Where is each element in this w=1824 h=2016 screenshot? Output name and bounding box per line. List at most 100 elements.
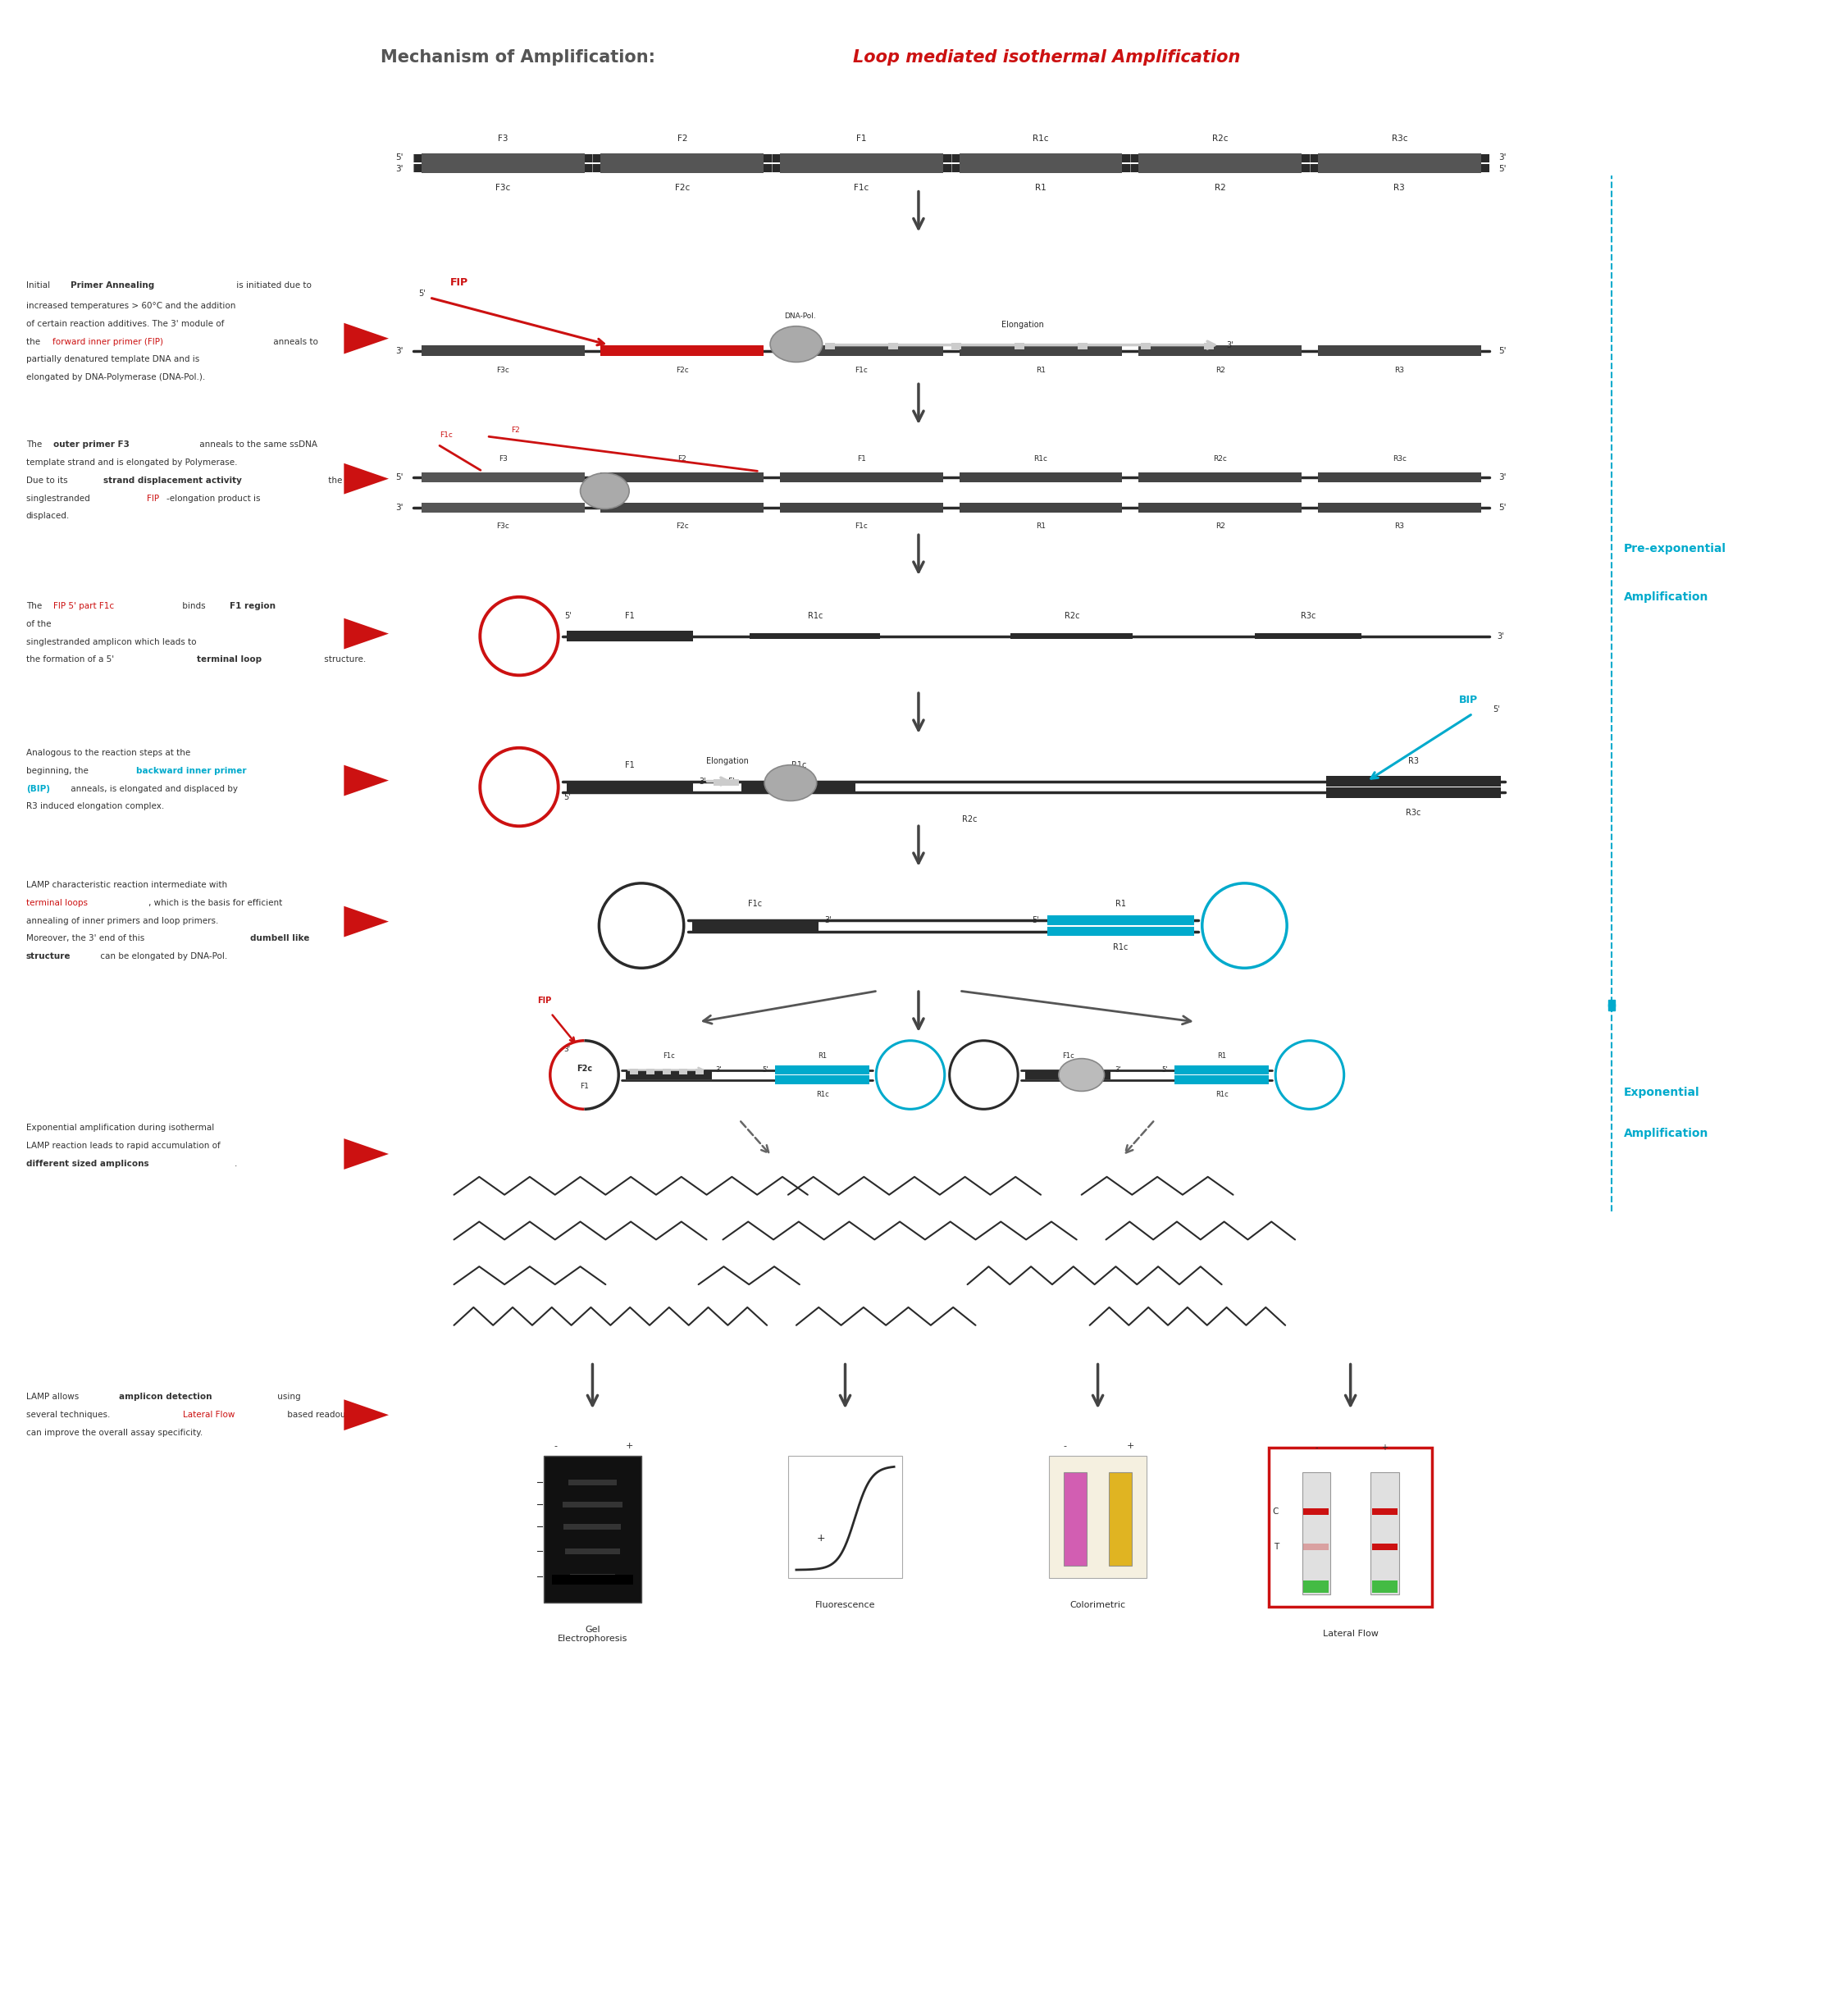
Bar <box>781 472 943 482</box>
Bar <box>1049 1456 1147 1579</box>
Bar <box>544 1456 642 1603</box>
Text: increased temperatures > 60°C and the addition: increased temperatures > 60°C and the ad… <box>26 302 235 310</box>
Bar <box>726 778 735 786</box>
Text: F2c: F2c <box>633 911 651 919</box>
Text: R1c: R1c <box>1034 456 1047 462</box>
Bar <box>742 782 855 792</box>
Text: structure: structure <box>26 952 71 962</box>
Bar <box>1175 1075 1270 1085</box>
Text: LAMP allows: LAMP allows <box>26 1393 82 1401</box>
Text: F1 region: F1 region <box>230 603 275 611</box>
Bar <box>600 345 764 357</box>
Bar <box>565 1480 620 1486</box>
Bar <box>421 472 584 482</box>
Bar <box>788 1456 903 1579</box>
Text: based readout: based readout <box>285 1411 348 1419</box>
Text: amplicon detection: amplicon detection <box>119 1393 212 1401</box>
Text: F2: F2 <box>677 135 688 143</box>
Text: R3c: R3c <box>1406 808 1421 816</box>
Text: partially denatured template DNA and is: partially denatured template DNA and is <box>26 355 199 363</box>
Text: Initial: Initial <box>26 282 53 290</box>
Text: 3': 3' <box>699 778 706 786</box>
Text: R2: R2 <box>1237 919 1251 931</box>
Bar <box>1270 1447 1432 1607</box>
Text: annealing of inner primers and loop primers.: annealing of inner primers and loop prim… <box>26 917 219 925</box>
Text: F3c: F3c <box>496 522 509 530</box>
Text: the: the <box>326 476 343 484</box>
Text: FIP: FIP <box>451 278 469 288</box>
Text: 5': 5' <box>396 474 403 482</box>
Bar <box>1014 343 1023 349</box>
Text: 3': 3' <box>564 1046 571 1052</box>
Text: R1c: R1c <box>815 1091 828 1099</box>
Bar <box>421 504 584 512</box>
Bar <box>1304 1508 1330 1514</box>
Text: 3': 3' <box>1498 631 1505 641</box>
Text: singlestranded: singlestranded <box>26 494 93 502</box>
Text: F2: F2 <box>513 623 527 633</box>
Text: C: C <box>1273 1508 1279 1516</box>
Text: 5': 5' <box>762 1066 768 1075</box>
Text: .: . <box>235 1159 237 1167</box>
Bar <box>1302 1472 1330 1595</box>
Bar <box>1319 472 1481 482</box>
Text: R3c: R3c <box>1392 135 1408 143</box>
Bar <box>553 1574 633 1585</box>
Bar <box>600 345 764 357</box>
Text: FIP: FIP <box>146 494 159 502</box>
Polygon shape <box>345 1139 389 1169</box>
Bar <box>781 153 943 163</box>
Bar <box>662 1068 671 1075</box>
Text: R1c: R1c <box>1215 1091 1228 1099</box>
Text: , which is the basis for efficient: , which is the basis for efficient <box>148 899 283 907</box>
Bar <box>824 343 835 349</box>
Bar <box>695 1068 704 1075</box>
Polygon shape <box>345 1399 389 1431</box>
Bar <box>569 1524 617 1530</box>
Bar <box>1047 915 1195 925</box>
Text: -: - <box>1315 1443 1317 1452</box>
Text: dumbell like: dumbell like <box>250 935 310 943</box>
Text: 5': 5' <box>1499 165 1507 173</box>
Bar <box>569 1502 617 1508</box>
Text: terminal loops: terminal loops <box>26 899 88 907</box>
Bar <box>1025 1070 1111 1079</box>
Text: several techniques.: several techniques. <box>26 1411 113 1419</box>
Text: anneals to: anneals to <box>270 337 317 347</box>
Text: Gel
Electrophoresis: Gel Electrophoresis <box>558 1625 627 1643</box>
Bar <box>1138 163 1302 173</box>
Text: F1c: F1c <box>513 798 527 806</box>
Text: 5': 5' <box>1032 915 1040 923</box>
Text: F3: F3 <box>498 135 509 143</box>
Text: R1: R1 <box>1036 367 1045 375</box>
Bar <box>1319 345 1481 357</box>
Text: F2c: F2c <box>675 183 689 192</box>
Text: 3': 3' <box>1499 474 1507 482</box>
Text: can improve the overall assay specificity.: can improve the overall assay specificit… <box>26 1429 202 1437</box>
Text: F1c: F1c <box>855 367 868 375</box>
Text: 3': 3' <box>715 1066 722 1075</box>
Bar <box>414 163 1488 171</box>
Text: can be elongated by DNA-Pol.: can be elongated by DNA-Pol. <box>98 952 228 962</box>
Circle shape <box>480 748 558 827</box>
Bar <box>713 778 722 786</box>
Text: structure.: structure. <box>321 655 365 663</box>
Text: the formation of a 5': the formation of a 5' <box>26 655 117 663</box>
Text: 3': 3' <box>396 504 403 512</box>
Bar <box>750 633 881 639</box>
Text: R2: R2 <box>905 1070 917 1079</box>
Text: BIP: BIP <box>1459 696 1477 706</box>
Bar <box>1140 343 1151 349</box>
Ellipse shape <box>1058 1058 1104 1091</box>
Text: F1c: F1c <box>1062 1052 1074 1058</box>
Text: F1: F1 <box>857 456 866 462</box>
Text: Amplification: Amplification <box>1623 591 1709 603</box>
Bar <box>781 163 943 173</box>
Text: LAMP reaction leads to rapid accumulation of: LAMP reaction leads to rapid accumulatio… <box>26 1141 221 1149</box>
Bar <box>421 472 584 482</box>
Text: F1: F1 <box>580 1083 589 1091</box>
Text: Elongation: Elongation <box>706 756 748 764</box>
Circle shape <box>480 597 558 675</box>
Polygon shape <box>345 905 389 937</box>
Bar <box>646 1068 655 1075</box>
